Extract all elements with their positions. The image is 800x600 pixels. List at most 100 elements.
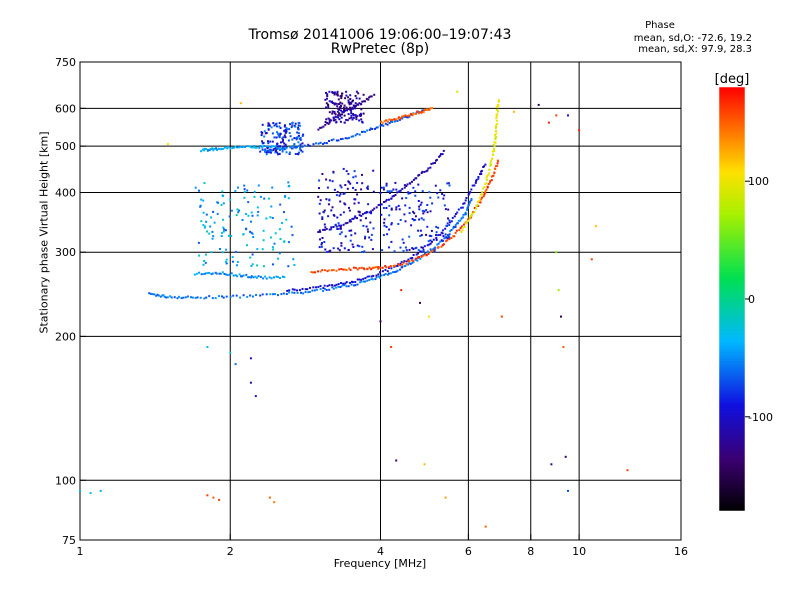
data-point (344, 282, 347, 285)
data-point (350, 283, 353, 286)
data-point (345, 269, 348, 271)
data-point (356, 115, 359, 118)
data-point (276, 276, 279, 278)
data-point (288, 128, 291, 131)
data-point (353, 216, 356, 219)
data-point (335, 286, 338, 289)
data-point (339, 286, 342, 288)
data-point (206, 272, 209, 274)
data-point (337, 103, 340, 106)
data-point (395, 206, 398, 209)
data-point (336, 93, 339, 96)
data-point (373, 266, 376, 269)
data-point (466, 218, 469, 221)
data-point (284, 136, 287, 139)
data-point (325, 91, 327, 94)
data-point (221, 194, 224, 197)
data-point (326, 250, 329, 253)
data-point (263, 130, 266, 133)
data-point (442, 149, 445, 152)
data-point (299, 137, 302, 139)
data-point (359, 219, 362, 222)
data-point (370, 95, 373, 98)
data-point (301, 142, 304, 145)
data-point (343, 268, 346, 271)
data-point (315, 286, 317, 289)
data-point (380, 274, 383, 277)
data-point (397, 223, 400, 225)
data-point (302, 292, 305, 295)
data-point (270, 205, 273, 208)
data-point (341, 284, 344, 287)
data-point (370, 212, 373, 215)
data-point (420, 111, 423, 114)
data-point (331, 91, 334, 94)
data-point (364, 277, 367, 280)
data-point (335, 283, 338, 286)
data-point (423, 170, 426, 173)
data-point (236, 275, 239, 278)
data-point (223, 228, 226, 231)
data-point (466, 206, 469, 209)
data-point (279, 203, 282, 206)
data-point (444, 496, 447, 499)
data-point (353, 202, 356, 205)
data-point (386, 123, 389, 126)
data-point (348, 206, 350, 209)
data-point (277, 153, 280, 156)
data-point (271, 217, 274, 219)
data-point (420, 250, 423, 253)
data-point (345, 170, 348, 173)
data-point (180, 297, 183, 300)
data-point (590, 258, 593, 261)
data-point (399, 189, 402, 192)
data-point (338, 268, 341, 271)
data-point (328, 179, 331, 182)
data-point (450, 220, 453, 223)
data-point (335, 139, 338, 142)
data-point (485, 188, 488, 191)
data-point (417, 252, 419, 255)
data-point (369, 95, 372, 98)
data-point (347, 108, 350, 110)
data-point (263, 135, 266, 138)
data-point (328, 228, 331, 231)
data-point (485, 178, 488, 181)
data-point (367, 98, 370, 101)
data-point (389, 272, 392, 275)
data-point (296, 131, 299, 134)
data-point (393, 271, 396, 273)
data-point (273, 501, 276, 504)
data-point (273, 136, 276, 139)
data-point (428, 191, 431, 194)
data-point (302, 133, 305, 136)
data-point (330, 119, 333, 122)
data-point (325, 198, 328, 201)
data-point (79, 489, 81, 492)
data-point (278, 125, 281, 128)
data-point (364, 131, 367, 133)
data-point (151, 293, 154, 296)
data-point (361, 213, 364, 216)
data-point (342, 110, 345, 113)
data-point (324, 226, 327, 229)
data-point (211, 147, 214, 150)
data-point (275, 275, 278, 278)
data-point (448, 233, 451, 236)
data-point (284, 131, 287, 134)
data-point (232, 274, 235, 277)
data-point (352, 246, 355, 248)
data-point (494, 168, 497, 170)
data-point (287, 139, 290, 142)
data-point (419, 229, 422, 232)
data-point (257, 210, 260, 213)
data-point (337, 98, 340, 101)
data-point (470, 214, 472, 217)
data-point (454, 223, 457, 226)
data-point (490, 179, 493, 182)
data-point (391, 121, 394, 123)
data-point (354, 284, 357, 287)
data-point (432, 238, 435, 241)
data-point (495, 132, 498, 135)
data-point (318, 229, 321, 232)
